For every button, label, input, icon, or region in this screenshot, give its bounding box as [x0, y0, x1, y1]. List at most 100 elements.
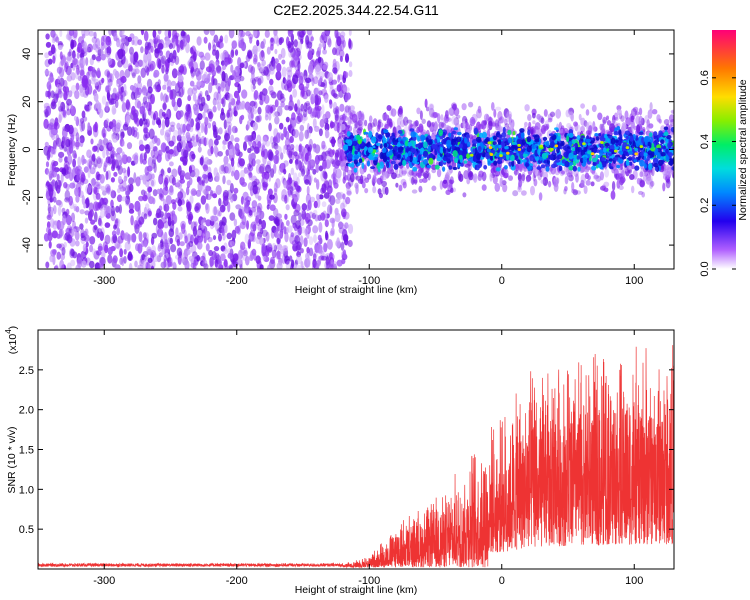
heatmap-cell [320, 212, 326, 221]
heatmap-cell [163, 231, 168, 243]
heatmap-cell [53, 121, 60, 130]
heatmap-cell [200, 195, 207, 205]
heatmap-cell [207, 174, 214, 183]
heatmap-cell [273, 244, 277, 252]
heatmap-cell [272, 110, 279, 118]
heatmap-cell [321, 31, 326, 41]
heatmap-cell [247, 182, 254, 191]
heatmap-cell [62, 126, 68, 132]
heatmap-cell [462, 120, 466, 129]
heatmap-cell [158, 173, 164, 185]
heatmap-cell [462, 192, 467, 198]
heatmap-cell [222, 232, 226, 241]
heatmap-cell [111, 122, 117, 133]
heatmap-cell [77, 36, 85, 45]
heatmap-cell [401, 166, 407, 177]
heatmap-cell [168, 30, 172, 39]
heatmap-cell [126, 156, 132, 163]
heatmap-cell [175, 235, 180, 243]
heatmap-cell [303, 237, 308, 247]
heatmap-cell [195, 122, 201, 131]
heatmap-cell [274, 111, 280, 117]
heatmap-cell [170, 199, 176, 205]
heatmap-cell [220, 81, 225, 92]
heatmap-cell [307, 256, 311, 268]
heatmap-cell [304, 179, 310, 185]
heatmap-cell [187, 95, 192, 102]
heatmap-cell [94, 211, 98, 223]
heatmap-cell [526, 177, 530, 183]
heatmap-cell [56, 243, 62, 249]
heatmap-cell [212, 206, 218, 216]
heatmap-cell [167, 57, 171, 64]
heatmap-cell [101, 77, 105, 84]
heatmap-cell [151, 173, 155, 180]
heatmap-cell [177, 127, 182, 137]
heatmap-cell [48, 122, 55, 130]
heatmap-cell [383, 113, 388, 121]
heatmap-cell [216, 209, 220, 217]
heatmap-cell [226, 179, 232, 186]
heatmap-cell [453, 127, 458, 131]
heatmap-cell [143, 110, 147, 119]
heatmap-cell [553, 179, 559, 188]
heatmap-cell [212, 105, 217, 113]
heatmap-cell [377, 165, 381, 173]
heatmap-cell [276, 243, 283, 250]
heatmap-cell [527, 129, 531, 136]
heatmap-cell [347, 109, 352, 116]
heatmap-cell [134, 61, 140, 68]
heatmap-cell [213, 246, 220, 252]
heatmap-cell [212, 49, 217, 56]
heatmap-cell [179, 241, 185, 247]
heatmap-cell [125, 99, 130, 110]
heatmap-cell [113, 224, 117, 230]
heatmap-cell [247, 110, 251, 119]
heatmap-cell [540, 117, 545, 124]
heatmap-cell [275, 178, 281, 189]
heatmap-cell [161, 55, 167, 64]
heatmap-cell [175, 91, 182, 97]
heatmap-cell [105, 101, 109, 112]
heatmap-cell [179, 64, 184, 74]
heatmap-cell [170, 80, 176, 86]
heatmap-cell [45, 90, 49, 98]
heatmap-cell [190, 68, 196, 77]
heatmap-cell [90, 138, 94, 145]
heatmap-cell [662, 182, 666, 192]
heatmap-cell [134, 99, 141, 108]
heatmap-cell [137, 75, 142, 84]
heatmap-cell [202, 111, 206, 119]
heatmap-cell [105, 118, 110, 125]
heatmap-cell [366, 173, 372, 180]
heatmap-cell [298, 160, 302, 171]
heatmap-cell [192, 260, 197, 269]
heatmap-cell [287, 42, 294, 53]
heatmap-cell [231, 229, 237, 240]
heatmap-cell [123, 248, 127, 255]
heatmap-cell [274, 99, 279, 108]
heatmap-cell [336, 259, 343, 267]
heatmap-cell [234, 76, 241, 83]
heatmap-cell [258, 166, 265, 174]
heatmap-cell [169, 211, 174, 223]
heatmap-cell [300, 103, 305, 112]
heatmap-cell [100, 158, 104, 165]
heatmap-cell [647, 109, 653, 119]
heatmap-cell [318, 43, 322, 50]
heatmap-cell [143, 127, 149, 134]
heatmap-cell [631, 185, 635, 194]
heatmap-cell [52, 55, 56, 64]
heatmap-cell [249, 100, 256, 107]
heatmap-cell [313, 234, 317, 244]
heatmap-cell [495, 106, 502, 111]
heatmap-cell [120, 94, 124, 102]
heatmap-cell [521, 159, 527, 163]
heatmap-cell [314, 65, 321, 75]
heatmap-cell [229, 183, 234, 194]
heatmap-cell [112, 68, 118, 76]
heatmap-cell [428, 103, 435, 111]
heatmap-cell [312, 143, 317, 153]
heatmap-cell [202, 138, 207, 146]
heatmap-cell [540, 179, 546, 184]
